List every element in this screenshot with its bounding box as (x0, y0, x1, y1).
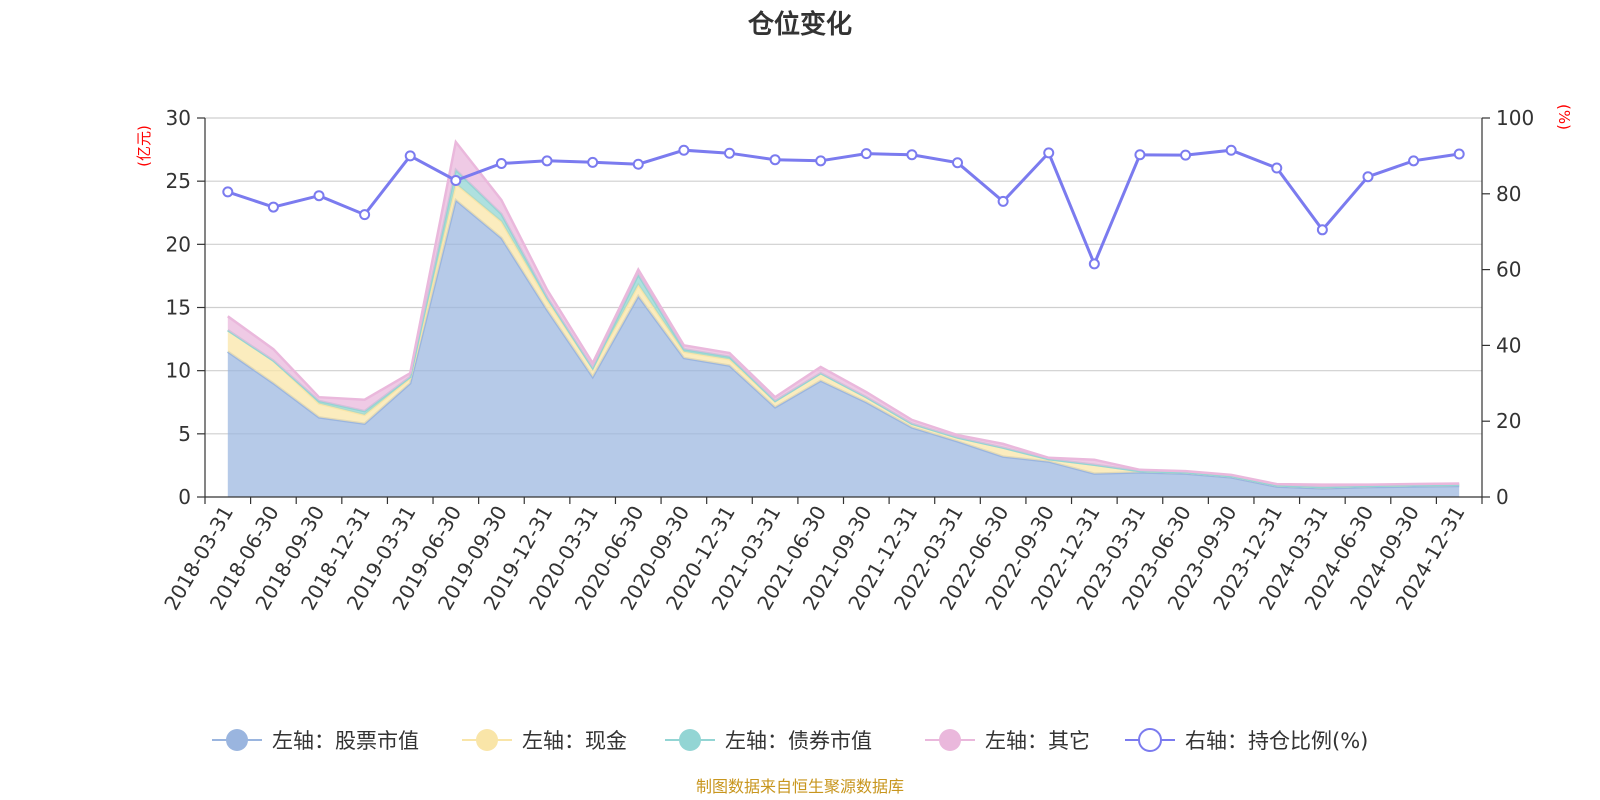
right-axis-tick-label: 20 (1496, 409, 1521, 433)
ratio-point (1088, 258, 1100, 270)
legend-marker (476, 729, 498, 751)
left-axis-tick-label: 25 (166, 169, 191, 193)
right-axis-tick-label: 40 (1496, 333, 1521, 357)
left-axis-tick-label: 10 (166, 359, 191, 383)
ratio-point (1408, 155, 1420, 167)
chart-title: 仓位变化 (747, 9, 852, 40)
right-axis-tick-label: 60 (1496, 258, 1521, 282)
legend-marker (679, 729, 701, 751)
legend-label: 左轴：股票市值 (272, 729, 419, 753)
legend-label: 左轴：其它 (985, 729, 1090, 753)
ratio-point (450, 175, 462, 187)
ratio-point (1043, 147, 1055, 159)
ratio-point (495, 157, 507, 169)
ratio-point (1271, 162, 1283, 174)
area-series-1 (227, 200, 1460, 497)
right-axis-tick-label: 0 (1496, 485, 1509, 509)
left-axis-tick-label: 30 (166, 106, 191, 130)
ratio-point (267, 201, 279, 213)
ratio-point (1362, 171, 1374, 183)
left-axis-tick-label: 20 (166, 232, 191, 256)
ratio-point (769, 154, 781, 166)
ratio-point (815, 155, 827, 167)
ratio-point (1134, 149, 1146, 161)
ratio-point (404, 150, 416, 162)
legend-label: 右轴：持仓比例(%) (1185, 729, 1368, 753)
ratio-point (678, 144, 690, 156)
ratio-point (952, 157, 964, 169)
right-axis-tick-label: 80 (1496, 182, 1521, 206)
ratio-point (1225, 144, 1237, 156)
legend-marker (1138, 728, 1162, 752)
stacked-areas (227, 139, 1460, 497)
area-edge-series-4 (227, 139, 1460, 486)
left-axis-tick-label: 5 (178, 422, 191, 446)
right-axis-tick-label: 100 (1496, 106, 1534, 130)
ratio-point (632, 158, 644, 170)
ratio-point (906, 149, 918, 161)
legend-label: 左轴：现金 (522, 729, 627, 753)
left-axis-tick-label: 0 (178, 485, 191, 509)
ratio-point (1453, 148, 1465, 160)
legend[interactable]: 左轴：股票市值 左轴：现金 左轴：债券市值 左轴：其它 右轴：持仓比例(%) (212, 728, 1368, 753)
ratio-point (313, 190, 325, 202)
legend-marker (939, 729, 961, 751)
ratio-point (587, 156, 599, 168)
ratio-point (222, 186, 234, 198)
right-axis-unit: (%) (1555, 104, 1573, 130)
source-note: 制图数据来自恒生聚源数据库 (696, 777, 904, 796)
ratio-point (860, 148, 872, 160)
ratio-line-path (227, 148, 1460, 268)
ratio-point (359, 209, 371, 221)
left-axis-tick-label: 15 (166, 296, 191, 320)
legend-marker (226, 729, 248, 751)
ratio-point (1180, 149, 1192, 161)
ratio-point (1316, 224, 1328, 236)
ratio-point (997, 195, 1009, 207)
legend-label: 左轴：债券市值 (725, 729, 872, 753)
ratio-point (723, 147, 735, 159)
ratio-point (541, 155, 553, 167)
position-ratio-line (222, 144, 1465, 270)
axes: 0510152025300204060801002018-03-312018-0… (159, 106, 1534, 614)
left-axis-unit: (亿元) (135, 125, 153, 167)
